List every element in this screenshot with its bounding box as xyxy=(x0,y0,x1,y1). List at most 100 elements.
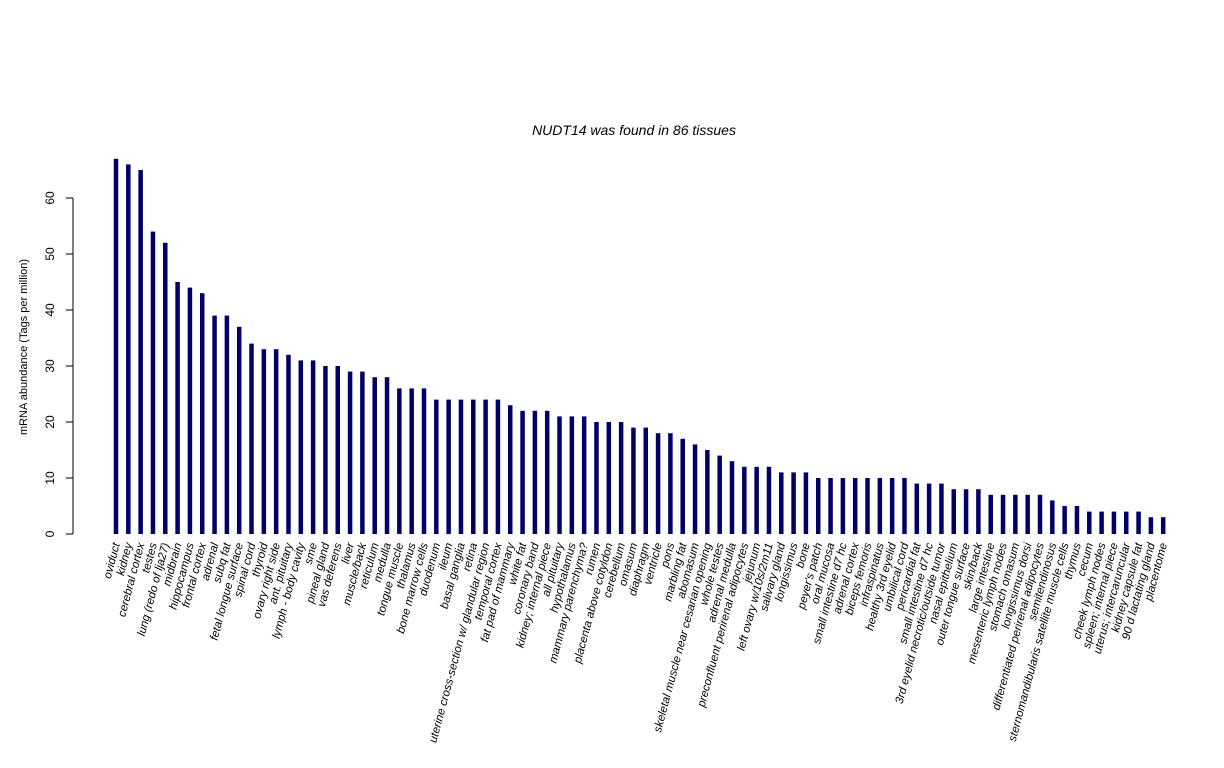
bar xyxy=(249,343,254,534)
y-tick-label: 10 xyxy=(43,471,57,485)
bar xyxy=(1136,511,1141,534)
bar xyxy=(791,472,796,534)
bar xyxy=(397,388,402,534)
bar xyxy=(446,399,451,534)
bar xyxy=(471,399,476,534)
x-tick-label: sme xyxy=(303,542,320,566)
bar xyxy=(335,366,341,534)
bar xyxy=(803,472,809,534)
bar xyxy=(754,466,759,534)
y-tick-label: 20 xyxy=(43,415,57,429)
bar xyxy=(815,478,821,534)
bar xyxy=(483,399,488,534)
bar xyxy=(963,489,969,534)
bar xyxy=(569,416,575,534)
y-tick-label: 30 xyxy=(43,359,57,373)
bar xyxy=(507,405,513,534)
y-tick-label: 50 xyxy=(43,247,57,261)
y-tick-label: 60 xyxy=(43,191,57,205)
bar xyxy=(1099,511,1104,534)
bar xyxy=(976,489,981,534)
bar xyxy=(126,164,131,534)
bar xyxy=(323,366,328,534)
bar xyxy=(779,472,784,534)
bar xyxy=(199,293,205,534)
bar xyxy=(742,466,747,534)
bar xyxy=(310,360,316,534)
bar xyxy=(680,438,685,534)
bar xyxy=(1025,494,1030,534)
bar xyxy=(187,287,193,534)
bar xyxy=(175,282,180,534)
bar xyxy=(421,388,427,534)
bar xyxy=(261,349,267,534)
bar xyxy=(458,399,464,534)
bar xyxy=(557,416,562,534)
bar xyxy=(828,478,833,534)
bar xyxy=(1123,511,1129,534)
bar xyxy=(224,315,230,534)
bar xyxy=(1087,511,1092,534)
bar xyxy=(606,422,612,534)
y-axis-label: mRNA abundance (Tags per million) xyxy=(18,259,30,435)
bar xyxy=(1000,494,1006,534)
bar xyxy=(1037,494,1043,534)
bar xyxy=(150,231,156,534)
bar xyxy=(766,466,772,534)
bar xyxy=(236,326,242,534)
bar xyxy=(298,360,304,534)
chart-title: NUDT14 was found in 86 tissues xyxy=(532,122,736,138)
bar xyxy=(1013,494,1018,534)
x-tick-label: liver xyxy=(340,541,357,566)
bar xyxy=(852,478,858,534)
bar xyxy=(434,399,439,534)
bar xyxy=(163,242,168,535)
y-tick-label: 0 xyxy=(43,530,57,537)
bar xyxy=(212,315,217,534)
bar xyxy=(1074,506,1080,534)
bar xyxy=(372,377,377,534)
bar xyxy=(273,349,279,534)
bar xyxy=(532,410,538,534)
bar xyxy=(1160,517,1166,534)
bar xyxy=(902,478,907,534)
bar xyxy=(668,433,673,534)
bar xyxy=(939,483,944,534)
bar xyxy=(889,478,895,534)
bar xyxy=(705,450,710,534)
bar xyxy=(1148,517,1154,534)
bar xyxy=(360,371,365,534)
bar xyxy=(113,158,119,535)
bar xyxy=(618,422,624,534)
bar xyxy=(581,416,587,534)
bar xyxy=(865,478,870,534)
bar xyxy=(631,427,636,534)
bar xyxy=(729,461,735,534)
bar xyxy=(347,371,353,534)
bar xyxy=(544,410,550,534)
bar xyxy=(717,455,722,534)
bar xyxy=(988,494,993,534)
bar xyxy=(495,399,501,534)
bar xyxy=(1062,506,1067,534)
y-tick-label: 40 xyxy=(43,303,57,317)
bar xyxy=(655,433,661,534)
bar xyxy=(286,354,291,534)
bar xyxy=(877,478,883,534)
bar xyxy=(951,489,957,534)
bar xyxy=(692,444,698,534)
bar xyxy=(520,410,525,534)
bar xyxy=(409,388,414,534)
bar xyxy=(643,427,649,534)
bar xyxy=(1050,500,1055,534)
y-axis: 0 10 20 30 40 50 60 xyxy=(43,191,74,537)
bar xyxy=(594,422,599,534)
bar xyxy=(138,170,143,534)
bar xyxy=(914,483,920,534)
bars xyxy=(113,158,1166,535)
bar xyxy=(384,377,390,534)
bar xyxy=(1111,511,1117,534)
bar xyxy=(840,478,846,534)
